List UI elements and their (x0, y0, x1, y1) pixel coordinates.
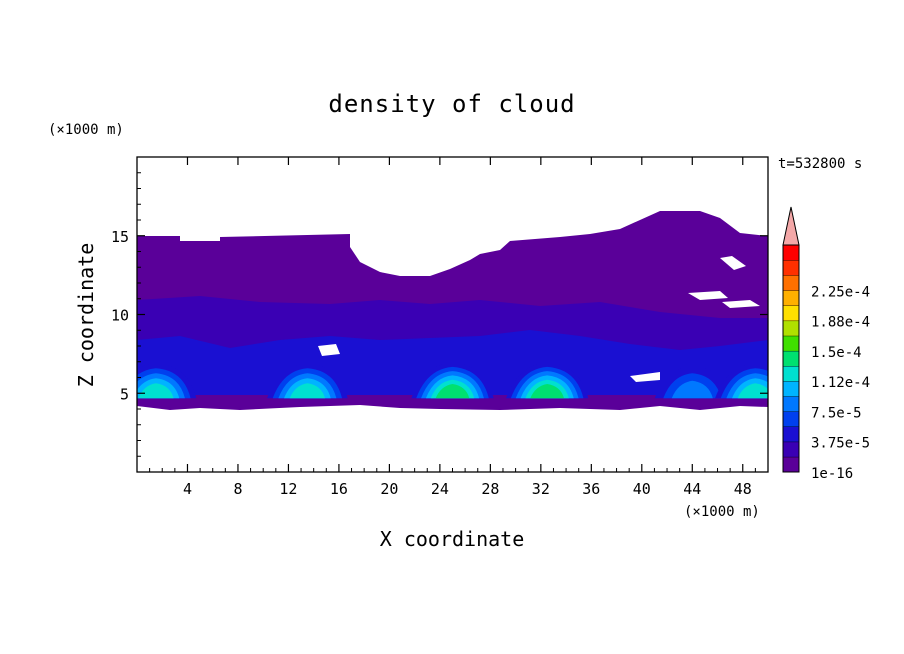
colorbar-swatch (783, 426, 799, 442)
y-tick-label: 5 (120, 385, 129, 403)
colorbar-extend-triangle (782, 206, 800, 246)
x-tick-label: 44 (683, 480, 701, 498)
cloud-gap-5 (318, 344, 340, 356)
colorbar-swatch (783, 381, 799, 397)
x-tick-label: 16 (330, 480, 348, 498)
colorbar-swatch (783, 275, 799, 291)
colorbar-level-label: 3.75e-5 (811, 436, 870, 452)
time-label: t=532800 s (778, 156, 862, 172)
x-tick-label: 12 (279, 480, 297, 498)
cloud-gap-6 (630, 372, 660, 382)
colorbar-swatch (783, 396, 799, 412)
x-tick-label: 4 (183, 480, 192, 498)
x-tick-label: 20 (380, 480, 398, 498)
updraft-core-5-level-6 (737, 383, 768, 399)
updraft-core-4-level-4 (671, 380, 713, 399)
colorbar-level-label: 1.5e-4 (811, 345, 862, 361)
colorbar-swatch (783, 320, 799, 336)
colorbar-frame (782, 244, 800, 473)
cloud-gap-2 (720, 256, 746, 270)
cloud-gap-3 (722, 300, 760, 308)
x-ticks: 4 8 12 16 20 24 28 32 36 40 44 48 (149, 157, 756, 498)
colorbar-swatch (783, 350, 799, 367)
y-tick-label: 15 (111, 228, 129, 246)
y-ticks: 5 10 15 (111, 172, 768, 457)
updraft-core-3-level-7 (530, 383, 565, 399)
x-tick-label: 40 (633, 480, 651, 498)
y-tick-label: 10 (111, 307, 129, 325)
colorbar-swatch (783, 290, 799, 306)
colorbar-level-label: 7.5e-5 (811, 405, 862, 421)
colorbar-swatch (783, 456, 799, 472)
y-axis-label: Z coordinate (74, 243, 98, 388)
colorbar-level-label: 1.88e-4 (811, 315, 870, 331)
cloud-base (137, 395, 768, 410)
y-unit-label: (×1000 m) (48, 122, 124, 138)
x-tick-label: 24 (431, 480, 449, 498)
updraft-core-0-level-6 (138, 383, 174, 399)
colorbar-swatch (783, 411, 799, 427)
cloud-field (137, 211, 768, 410)
cloud-gap-1 (688, 291, 728, 300)
updraft-core-1-level-6 (289, 383, 326, 399)
x-tick-label: 36 (582, 480, 600, 498)
colorbar: 1e-16 3.75e-5 7.5e-5 1.12e-4 1.5e-4 1.88e-4 2.… (782, 206, 870, 482)
updraft-cores (137, 362, 768, 399)
colorbar-swatch (783, 366, 799, 382)
chart-title: density of cloud (328, 90, 575, 118)
colorbar-swatch (783, 305, 799, 321)
colorbar-level-label: 2.25e-4 (811, 284, 870, 300)
x-tick-label: 48 (734, 480, 752, 498)
colorbar-swatch (783, 335, 799, 351)
x-tick-label: 28 (481, 480, 499, 498)
colorbar-swatch (783, 245, 799, 261)
x-tick-label: 8 (233, 480, 242, 498)
x-unit-label: (×1000 m) (684, 504, 760, 520)
colorbar-level-label: 1e-16 (811, 466, 853, 482)
updraft-core-2-level-7 (435, 383, 470, 399)
x-tick-label: 32 (532, 480, 550, 498)
colorbar-swatch (783, 441, 799, 457)
colorbar-level-label: 1.12e-4 (811, 375, 870, 391)
x-axis-label: X coordinate (380, 527, 525, 551)
colorbar-swatch (783, 260, 799, 276)
